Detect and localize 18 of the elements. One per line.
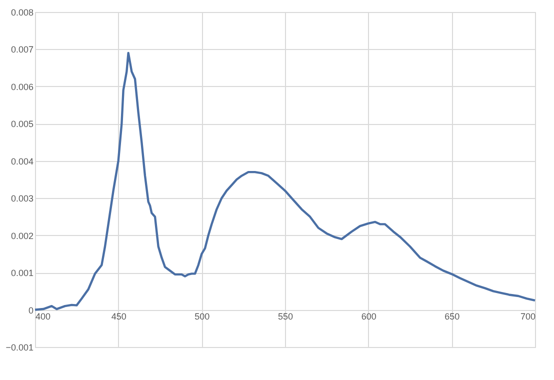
y-tick-label: 0.003 — [10, 194, 34, 204]
y-tick-label: 0.007 — [10, 44, 34, 55]
y-tick-label: −0.001 — [6, 342, 34, 352]
x-tick-label: 700 — [520, 311, 536, 322]
x-tick-label: 450 — [111, 311, 126, 322]
y-tick-label: 0.006 — [10, 82, 34, 92]
y-tick-label: 0.005 — [10, 119, 34, 130]
line-series — [34, 52, 536, 311]
x-tick-label: 650 — [444, 311, 460, 322]
x-tick-label: 500 — [194, 311, 210, 322]
y-tick-label: 0 — [28, 305, 34, 316]
x-tick-label: 550 — [278, 311, 294, 322]
y-tick-label: 0.008 — [10, 8, 34, 18]
y-tick-label: 0.002 — [10, 230, 34, 241]
y-tick-label: 0.004 — [10, 156, 34, 166]
y-tick-label: 0.001 — [10, 268, 34, 278]
x-tick-label: 400 — [36, 311, 51, 322]
x-tick-label: 600 — [361, 311, 376, 322]
